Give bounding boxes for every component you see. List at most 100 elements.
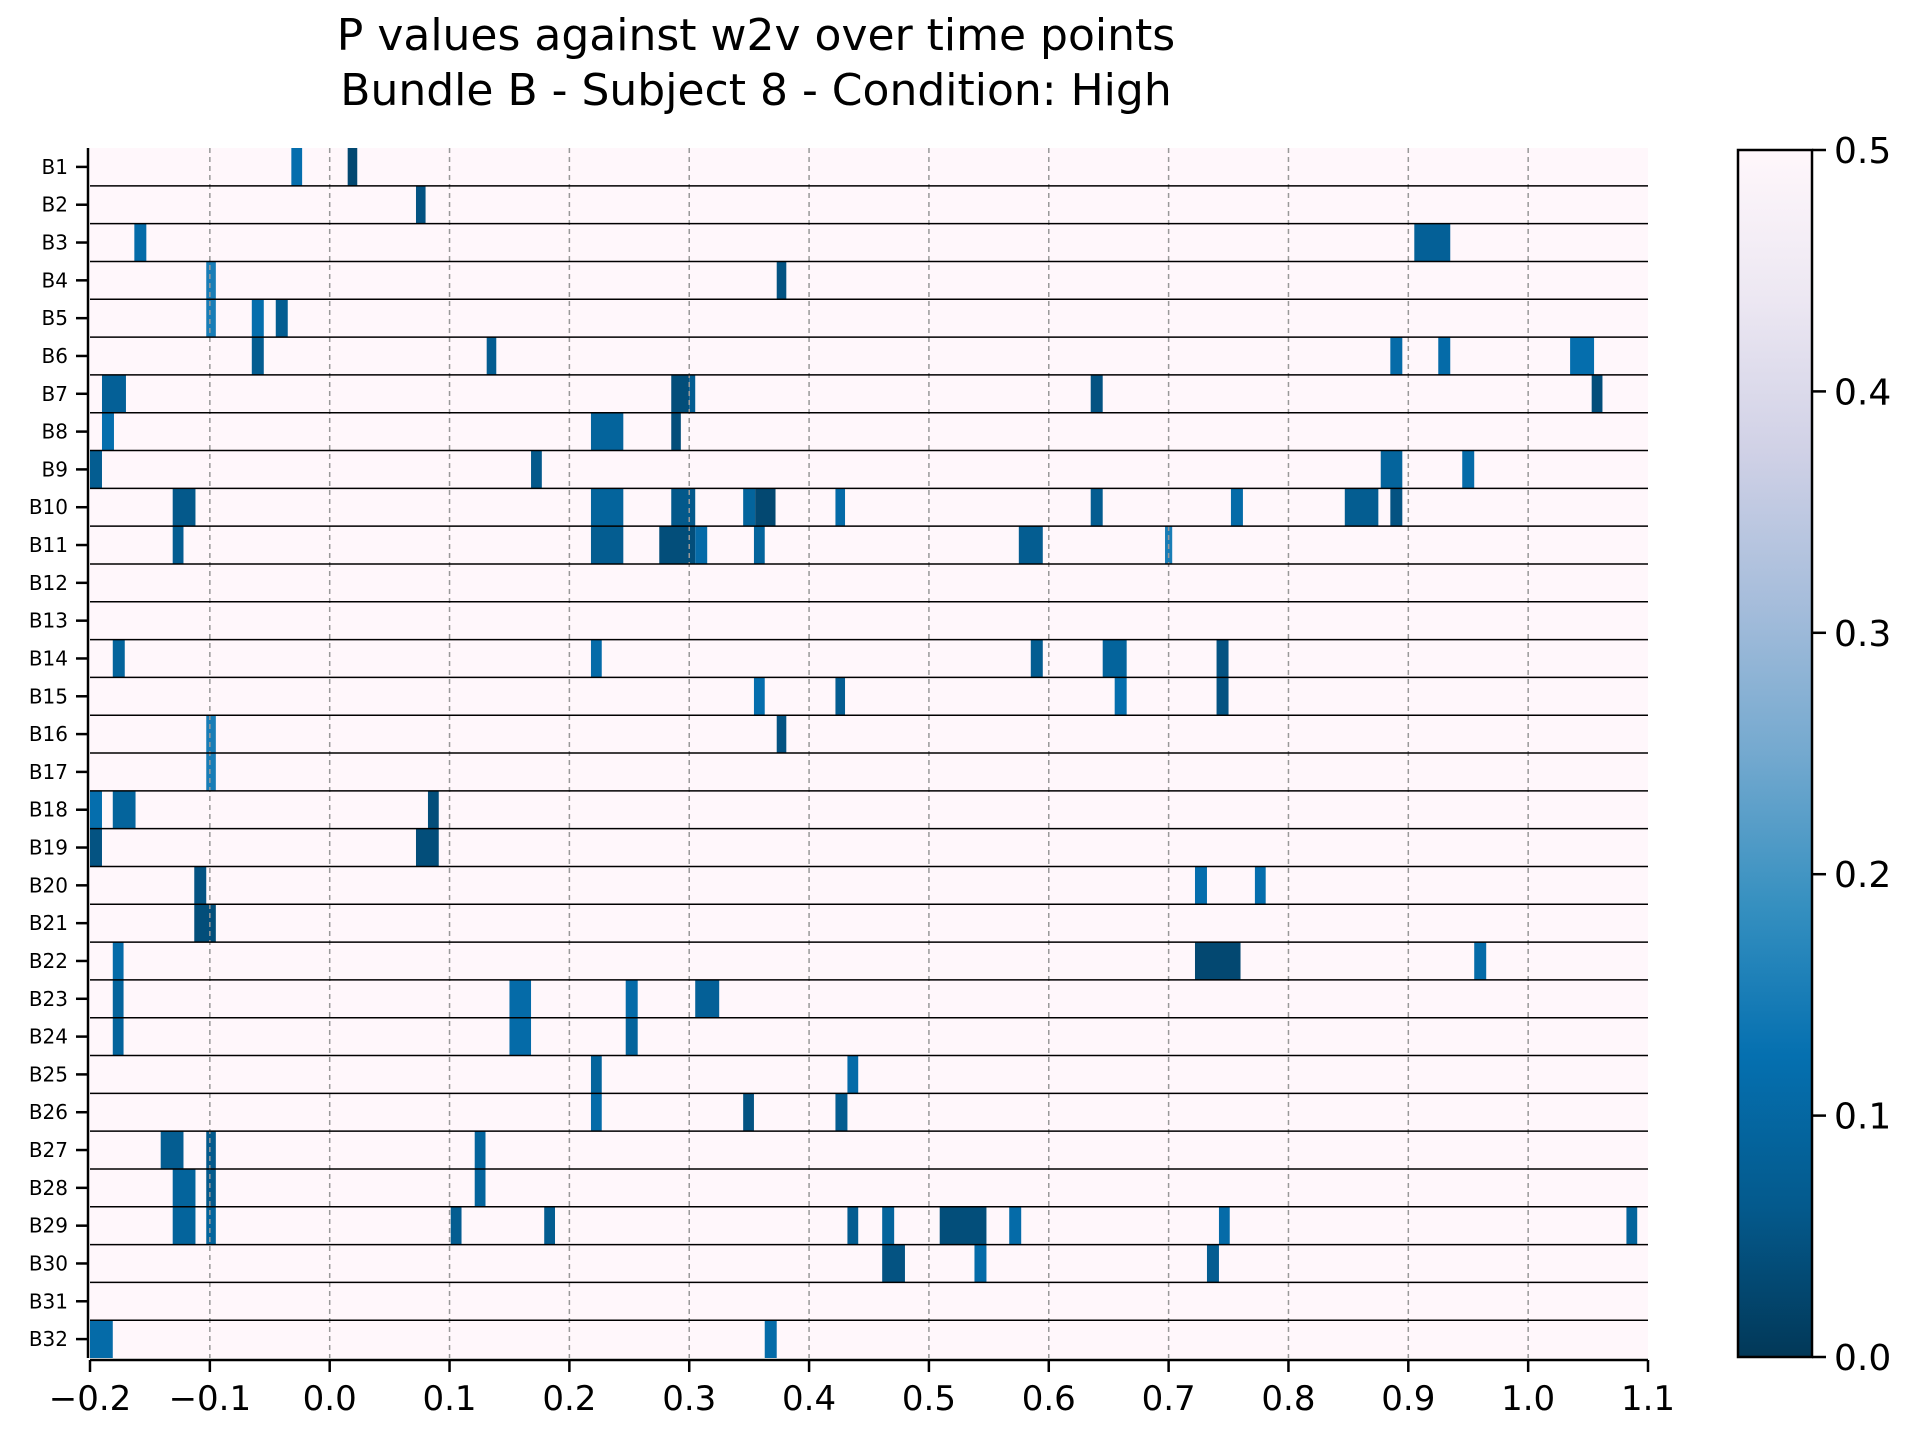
y-tick-label: B24 (29, 1025, 68, 1049)
y-tick-label: B9 (42, 457, 68, 481)
colorbar-tick-label: 0.2 (1834, 855, 1891, 896)
y-tick-label: B32 (29, 1327, 68, 1351)
heatmap-row-b1 (90, 148, 1648, 186)
y-tick-label: B2 (42, 193, 68, 217)
y-tick-label: B18 (29, 798, 68, 822)
heatmap-cell (134, 223, 147, 262)
y-tick-label: B30 (29, 1251, 68, 1275)
heatmap-cell (112, 790, 136, 829)
heatmap-cell (172, 1168, 196, 1207)
y-tick-label: B19 (29, 836, 68, 860)
heatmap-row-b8 (90, 412, 1648, 451)
heatmap-cell (509, 1017, 532, 1056)
heatmap-cell (835, 677, 846, 716)
heatmap-cell (101, 412, 114, 451)
heatmap-row-b7 (90, 374, 1648, 413)
heatmap-cell (450, 1206, 462, 1245)
x-tick-label: 0.7 (1142, 1379, 1196, 1419)
heatmap-cell (1090, 488, 1103, 527)
row-background (90, 1282, 1648, 1321)
row-background (90, 526, 1648, 564)
y-tick-label: B5 (42, 306, 68, 330)
heatmap-cell (974, 1244, 987, 1283)
heatmap-cell (1254, 866, 1266, 905)
y-tick-label: B17 (29, 760, 68, 784)
row-background (90, 374, 1648, 413)
heatmap-cell (1009, 1206, 1022, 1245)
heatmap-cell (835, 1093, 848, 1132)
row-background (90, 1206, 1648, 1245)
heatmap-cell (671, 374, 690, 413)
colorbar-tick-label: 0.0 (1834, 1338, 1891, 1379)
heatmap-cell (695, 979, 720, 1018)
heatmap-cell (1438, 337, 1451, 375)
colorbar-gradient (1736, 148, 1814, 1359)
colorbar-tick-label: 0.1 (1834, 1097, 1891, 1138)
row-background (90, 828, 1648, 867)
heatmap-cell (1216, 677, 1229, 716)
heatmap-cell (1344, 488, 1379, 527)
heatmap-cell (1102, 639, 1127, 678)
heatmap-cell (415, 185, 426, 224)
heatmap-cell (206, 1206, 216, 1245)
heatmap-cell (776, 261, 787, 300)
heatmap-cell (1206, 1244, 1219, 1283)
y-tick-label: B26 (29, 1100, 68, 1124)
heatmap-row-b14 (90, 639, 1648, 678)
heatmap-cell (1194, 942, 1241, 980)
heatmap-cell (206, 715, 216, 753)
heatmap-cell (194, 866, 207, 905)
row-background (90, 904, 1648, 943)
heatmap-cell (590, 639, 602, 678)
plot-area (90, 148, 1648, 1358)
heatmap-cell (1114, 677, 1127, 716)
heatmap-cell (1216, 639, 1229, 678)
x-tick-label: −0.1 (169, 1379, 252, 1419)
row-background (90, 185, 1648, 224)
heatmap-cell (1090, 374, 1103, 413)
heatmap-cell (474, 1131, 486, 1169)
heatmap-cell (474, 1168, 486, 1207)
heatmap-cell (172, 1206, 196, 1245)
heatmap-cell (835, 488, 846, 527)
heatmap-row-b2 (90, 185, 1648, 224)
row-background (90, 715, 1648, 753)
heatmap-row-b19 (90, 828, 1648, 867)
heatmap-row-b5 (90, 299, 1648, 338)
heatmap-cell (251, 299, 264, 338)
row-background (90, 488, 1648, 527)
heatmap-row-b28 (90, 1168, 1648, 1207)
heatmap-cell (90, 828, 102, 867)
row-background (90, 866, 1648, 905)
heatmap-cell (847, 1206, 859, 1245)
heatmap-cell (486, 337, 497, 375)
row-background (90, 753, 1648, 791)
row-background (90, 979, 1648, 1018)
row-background (90, 1055, 1648, 1094)
heatmap-cell (753, 677, 765, 716)
row-background (90, 790, 1648, 829)
row-background (90, 299, 1648, 338)
x-tick-label: 1.1 (1621, 1379, 1675, 1419)
heatmap-cell (160, 1131, 184, 1169)
row-background (90, 412, 1648, 451)
y-tick-label: B20 (29, 873, 68, 897)
heatmap-row-b22 (90, 942, 1648, 980)
heatmap-cell (776, 715, 787, 753)
heatmap-cell (1018, 526, 1043, 564)
y-tick-label: B21 (29, 911, 68, 935)
heatmap-cell (590, 1093, 602, 1132)
heatmap-row-b26 (90, 1093, 1648, 1132)
y-tick-label: B27 (29, 1138, 68, 1162)
y-tick-label: B7 (42, 382, 68, 406)
heatmap-cell (544, 1206, 556, 1245)
heatmap-cell (347, 148, 358, 186)
heatmap-cell (847, 1055, 859, 1094)
heatmap-cell (590, 526, 624, 564)
heatmap-cell (1462, 450, 1475, 489)
heatmap-cell (1194, 866, 1207, 905)
heatmap-cell (753, 526, 765, 564)
row-background (90, 337, 1648, 375)
heatmap-cell (291, 148, 303, 186)
heatmap-row-b27 (90, 1131, 1648, 1169)
